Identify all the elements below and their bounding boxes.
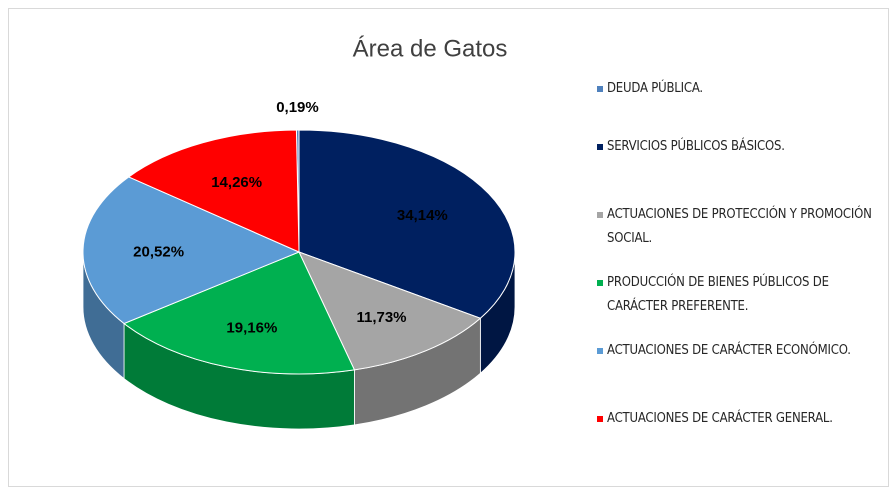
legend-label: PRODUCCIÓN DE BIENES PÚBLICOS DE CARÁCTE… [607,275,829,314]
legend-item: PRODUCCIÓN DE BIENES PÚBLICOS DE CARÁCTE… [597,271,877,319]
slice [82,176,301,325]
legend-label: SERVICIOS PÚBLICOS BÁSICOS. [607,139,785,154]
chart-title: Área de Gatos [353,35,508,62]
legend-swatch [597,348,603,354]
legend-swatch [597,416,603,422]
data-label: 20,52% [133,244,184,261]
data-label: 14,26% [211,174,262,191]
legend-swatch [597,280,603,286]
legend-label: ACTUACIONES DE CARÁCTER ECONÓMICO. [607,343,851,358]
data-label: 11,73% [356,309,406,326]
data-label: 19,16% [226,320,277,337]
legend-swatch [597,212,603,218]
legend-item: ACTUACIONES DE PROTECCIÓN Y PROMOCIÓN SO… [597,203,877,251]
legend-swatch [597,144,603,150]
data-label: 34,14% [397,207,448,224]
legend-item: DEUDA PÚBLICA. [597,77,877,101]
slice [127,129,300,253]
legend-label: ACTUACIONES DE CARÁCTER GENERAL. [607,411,833,426]
slice [298,251,482,371]
legend-item: ACTUACIONES DE CARÁCTER GENERAL. [597,407,877,431]
data-label: 0,19% [276,99,319,116]
legend-item: ACTUACIONES DE CARÁCTER ECONÓMICO. [597,339,877,363]
legend-label: DEUDA PÚBLICA. [607,81,703,96]
legend-label: ACTUACIONES DE PROTECCIÓN Y PROMOCIÓN SO… [607,207,872,246]
legend-swatch [597,86,603,92]
slice [123,251,356,375]
legend-item: SERVICIOS PÚBLICOS BÁSICOS. [597,135,877,159]
